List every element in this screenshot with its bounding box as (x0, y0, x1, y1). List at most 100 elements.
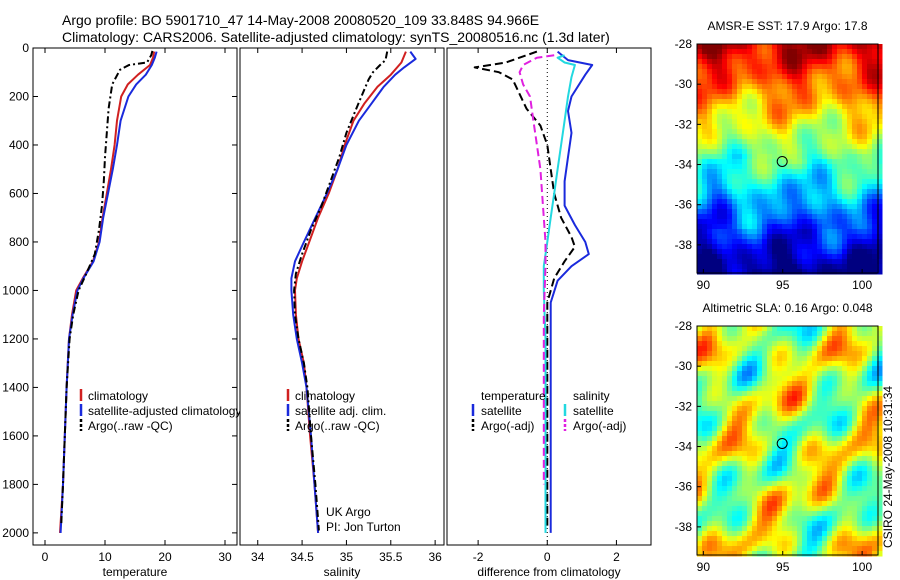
heatmap-cell (717, 356, 723, 362)
heatmap-cell (797, 391, 803, 397)
heatmap-cell (707, 239, 713, 245)
heatmap-cell (867, 441, 873, 447)
heatmap-cell (837, 541, 843, 547)
heatmap-cell (787, 531, 793, 537)
heatmap-cell (722, 134, 728, 140)
heatmap-cell (812, 341, 818, 347)
heatmap-cell (777, 346, 783, 352)
heatmap-cell (757, 451, 763, 457)
heatmap-cell (877, 471, 883, 477)
heatmap-cell (757, 139, 763, 145)
heatmap-cell (702, 416, 708, 422)
heatmap-cell (702, 249, 708, 255)
heatmap-cell (842, 526, 848, 532)
heatmap-cell (807, 476, 813, 482)
heatmap-cell (737, 441, 743, 447)
heatmap-cell (822, 356, 828, 362)
heatmap-cell (812, 486, 818, 492)
heatmap-cell (862, 531, 868, 537)
heatmap-cell (862, 224, 868, 230)
heatmap-cell (847, 481, 853, 487)
heatmap-cell (732, 204, 738, 210)
heatmap-cell (827, 234, 833, 240)
heatmap-cell (722, 69, 728, 75)
heatmap-cell (752, 406, 758, 412)
heatmap-cell (767, 154, 773, 160)
heatmap-cell (832, 139, 838, 145)
heatmap-cell (717, 341, 723, 347)
heatmap-cell (857, 149, 863, 155)
heatmap-cell (732, 441, 738, 447)
heatmap-cell (862, 431, 868, 437)
heatmap-cell (847, 69, 853, 75)
heatmap-cell (762, 516, 768, 522)
heatmap-cell (787, 536, 793, 542)
heatmap-cell (767, 441, 773, 447)
heatmap-cell (812, 194, 818, 200)
heatmap-cell (732, 326, 738, 332)
heatmap-cell (737, 531, 743, 537)
heatmap-cell (802, 229, 808, 235)
heatmap-cell (867, 521, 873, 527)
heatmap-cell (757, 79, 763, 85)
heatmap-cell (842, 341, 848, 347)
heatmap-cell (702, 64, 708, 70)
heatmap-cell (862, 119, 868, 125)
heatmap-cell (857, 551, 863, 557)
heatmap-cell (822, 386, 828, 392)
heatmap-cell (727, 331, 733, 337)
heatmap-cell (852, 234, 858, 240)
heatmap-cell (712, 471, 718, 477)
heatmap-cell (857, 496, 863, 502)
heatmap-cell (872, 84, 878, 90)
heatmap-cell (717, 471, 723, 477)
heatmap-cell (762, 234, 768, 240)
heatmap-cell (802, 351, 808, 357)
heatmap-cell (802, 134, 808, 140)
heatmap-cell (852, 214, 858, 220)
heatmap-cell (757, 224, 763, 230)
heatmap-cell (852, 551, 858, 557)
heatmap-cell (792, 536, 798, 542)
heatmap-cell (732, 89, 738, 95)
heatmap-cell (752, 436, 758, 442)
heatmap-cell (792, 411, 798, 417)
heatmap-cell (697, 421, 703, 427)
heatmap-cell (747, 44, 753, 50)
heatmap-cell (772, 421, 778, 427)
heatmap-cell (797, 164, 803, 170)
heatmap-cell (847, 436, 853, 442)
heatmap-cell (877, 521, 883, 527)
heatmap-cell (787, 406, 793, 412)
heatmap-cell (737, 89, 743, 95)
heatmap-cell (792, 194, 798, 200)
heatmap-cell (782, 371, 788, 377)
heatmap-cell (752, 89, 758, 95)
heatmap-cell (837, 64, 843, 70)
heatmap-cell (847, 169, 853, 175)
heatmap-cell (727, 511, 733, 517)
heatmap-cell (742, 341, 748, 347)
heatmap-cell (727, 144, 733, 150)
heatmap-cell (877, 536, 883, 542)
heatmap-cell (782, 456, 788, 462)
heatmap-cell (842, 416, 848, 422)
heatmap-cell (807, 254, 813, 260)
heatmap-cell (857, 244, 863, 250)
heatmap-cell (797, 89, 803, 95)
heatmap-cell (752, 54, 758, 60)
heatmap-cell (852, 471, 858, 477)
heatmap-cell (857, 214, 863, 220)
heatmap-cell (872, 134, 878, 140)
heatmap-cell (717, 546, 723, 552)
heatmap-cell (777, 421, 783, 427)
heatmap-cell (697, 99, 703, 105)
heatmap-cell (802, 396, 808, 402)
heatmap-cell (832, 436, 838, 442)
heatmap-cell (872, 451, 878, 457)
heatmap-cell (762, 224, 768, 230)
heatmap-cell (767, 541, 773, 547)
heatmap-cell (707, 109, 713, 115)
heatmap-cell (817, 134, 823, 140)
heatmap-cell (727, 74, 733, 80)
